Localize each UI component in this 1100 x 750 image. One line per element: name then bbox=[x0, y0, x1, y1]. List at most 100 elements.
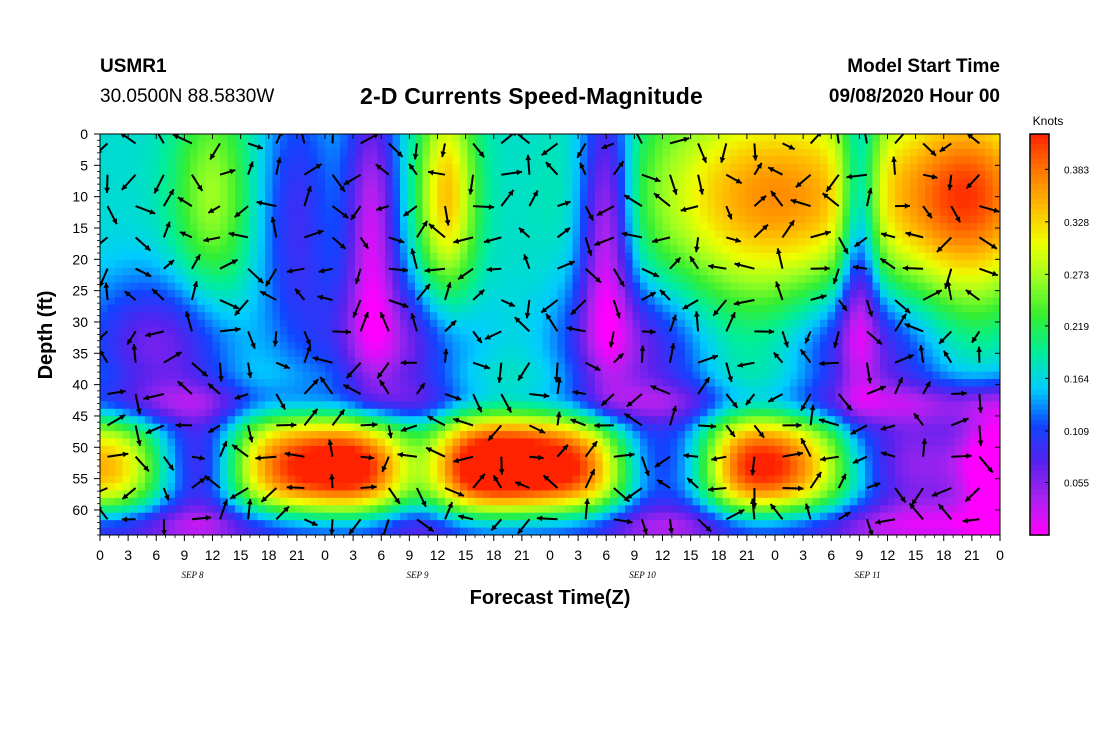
heatmap-cell bbox=[572, 230, 581, 239]
heatmap-cell bbox=[400, 520, 409, 529]
heatmap-cell bbox=[317, 148, 326, 157]
heatmap-cell bbox=[317, 520, 326, 529]
heatmap-cell bbox=[610, 312, 619, 321]
heatmap-cell bbox=[520, 483, 529, 492]
heatmap-cell bbox=[340, 141, 349, 150]
heatmap-cell bbox=[475, 148, 484, 157]
heatmap-cell bbox=[512, 260, 521, 269]
heatmap-cell bbox=[182, 371, 191, 380]
heatmap-cell bbox=[257, 260, 266, 269]
heatmap-cell bbox=[175, 223, 184, 232]
heatmap-cell bbox=[182, 401, 191, 410]
heatmap-cell bbox=[280, 512, 289, 521]
heatmap-cell bbox=[235, 379, 244, 388]
heatmap-cell bbox=[782, 245, 791, 254]
heatmap-cell bbox=[317, 416, 326, 425]
heatmap-cell bbox=[385, 445, 394, 454]
heatmap-cell bbox=[752, 178, 761, 187]
heatmap-cell bbox=[107, 223, 116, 232]
heatmap-cell bbox=[317, 282, 326, 291]
heatmap-cell bbox=[520, 386, 529, 395]
heatmap-cell bbox=[175, 416, 184, 425]
heatmap-cell bbox=[362, 468, 371, 477]
heatmap-cell bbox=[467, 364, 476, 373]
heatmap-cell bbox=[332, 260, 341, 269]
heatmap-cell bbox=[220, 341, 229, 350]
heatmap-cell bbox=[482, 252, 491, 261]
heatmap-cell bbox=[280, 223, 289, 232]
heatmap-cell bbox=[257, 379, 266, 388]
heatmap-cell bbox=[280, 379, 289, 388]
heatmap-cell bbox=[550, 379, 559, 388]
heatmap-cell bbox=[302, 364, 311, 373]
heatmap-cell bbox=[355, 141, 364, 150]
heatmap-cell bbox=[760, 371, 769, 380]
heatmap-cell bbox=[752, 275, 761, 284]
heatmap-cell bbox=[677, 438, 686, 447]
heatmap-cell bbox=[257, 148, 266, 157]
heatmap-cell bbox=[677, 475, 686, 484]
heatmap-cell bbox=[557, 505, 566, 514]
heatmap-cell bbox=[670, 386, 679, 395]
heatmap-cell bbox=[692, 438, 701, 447]
heatmap-cell bbox=[490, 185, 499, 195]
heatmap-cell bbox=[685, 327, 694, 336]
heatmap-cell bbox=[550, 505, 559, 514]
heatmap-cell bbox=[700, 215, 709, 224]
heatmap-cell bbox=[512, 334, 521, 343]
heatmap-cell bbox=[632, 356, 641, 365]
heatmap-cell bbox=[632, 438, 641, 447]
heatmap-cell bbox=[400, 327, 409, 336]
heatmap-cell bbox=[115, 230, 124, 239]
heatmap-cell bbox=[160, 156, 169, 165]
heatmap-cell bbox=[512, 275, 521, 284]
heatmap-cell bbox=[512, 223, 521, 232]
heatmap-cell bbox=[355, 319, 364, 328]
heatmap-cell bbox=[280, 252, 289, 261]
heatmap-cell bbox=[722, 431, 731, 440]
heatmap-cell bbox=[790, 148, 799, 157]
heatmap-cell bbox=[625, 334, 634, 343]
heatmap-cell bbox=[430, 304, 439, 313]
heatmap-cell bbox=[190, 416, 199, 425]
heatmap-cell bbox=[242, 215, 251, 224]
heatmap-cell bbox=[400, 349, 409, 358]
heatmap-cell bbox=[460, 134, 469, 143]
heatmap-cell bbox=[692, 304, 701, 313]
heatmap-cell bbox=[677, 163, 686, 172]
heatmap-cell bbox=[565, 312, 574, 321]
heatmap-cell bbox=[130, 260, 139, 269]
heatmap-cell bbox=[655, 393, 664, 402]
heatmap-cell bbox=[572, 297, 581, 306]
heatmap-cell bbox=[467, 141, 476, 150]
heatmap-cell bbox=[475, 416, 484, 425]
heatmap-cell bbox=[415, 327, 424, 336]
heatmap-cell bbox=[505, 289, 514, 298]
heatmap-cell bbox=[550, 200, 559, 209]
heatmap-cell bbox=[115, 275, 124, 284]
heatmap-cell bbox=[257, 185, 266, 195]
heatmap-cell bbox=[520, 453, 529, 462]
heatmap-cell bbox=[595, 215, 604, 224]
heatmap-cell bbox=[340, 438, 349, 447]
heatmap-cell bbox=[400, 230, 409, 239]
heatmap-cell bbox=[482, 483, 491, 492]
heatmap-cell bbox=[250, 245, 259, 254]
heatmap-cell bbox=[242, 252, 251, 261]
heatmap-cell bbox=[527, 230, 536, 239]
heatmap-cell bbox=[310, 349, 319, 358]
heatmap-cell bbox=[272, 423, 281, 432]
heatmap-cell bbox=[167, 386, 176, 395]
heatmap-cell bbox=[767, 497, 776, 506]
heatmap-cell bbox=[190, 171, 199, 180]
heatmap-cell bbox=[242, 401, 251, 410]
heatmap-cell bbox=[407, 475, 416, 484]
heatmap-cell bbox=[407, 393, 416, 402]
heatmap-cell bbox=[370, 282, 379, 291]
heatmap-cell bbox=[460, 171, 469, 180]
heatmap-cell bbox=[175, 468, 184, 477]
heatmap-cell bbox=[775, 431, 784, 440]
heatmap-cell bbox=[647, 460, 656, 469]
heatmap-cell bbox=[467, 431, 476, 440]
heatmap-cell bbox=[670, 379, 679, 388]
